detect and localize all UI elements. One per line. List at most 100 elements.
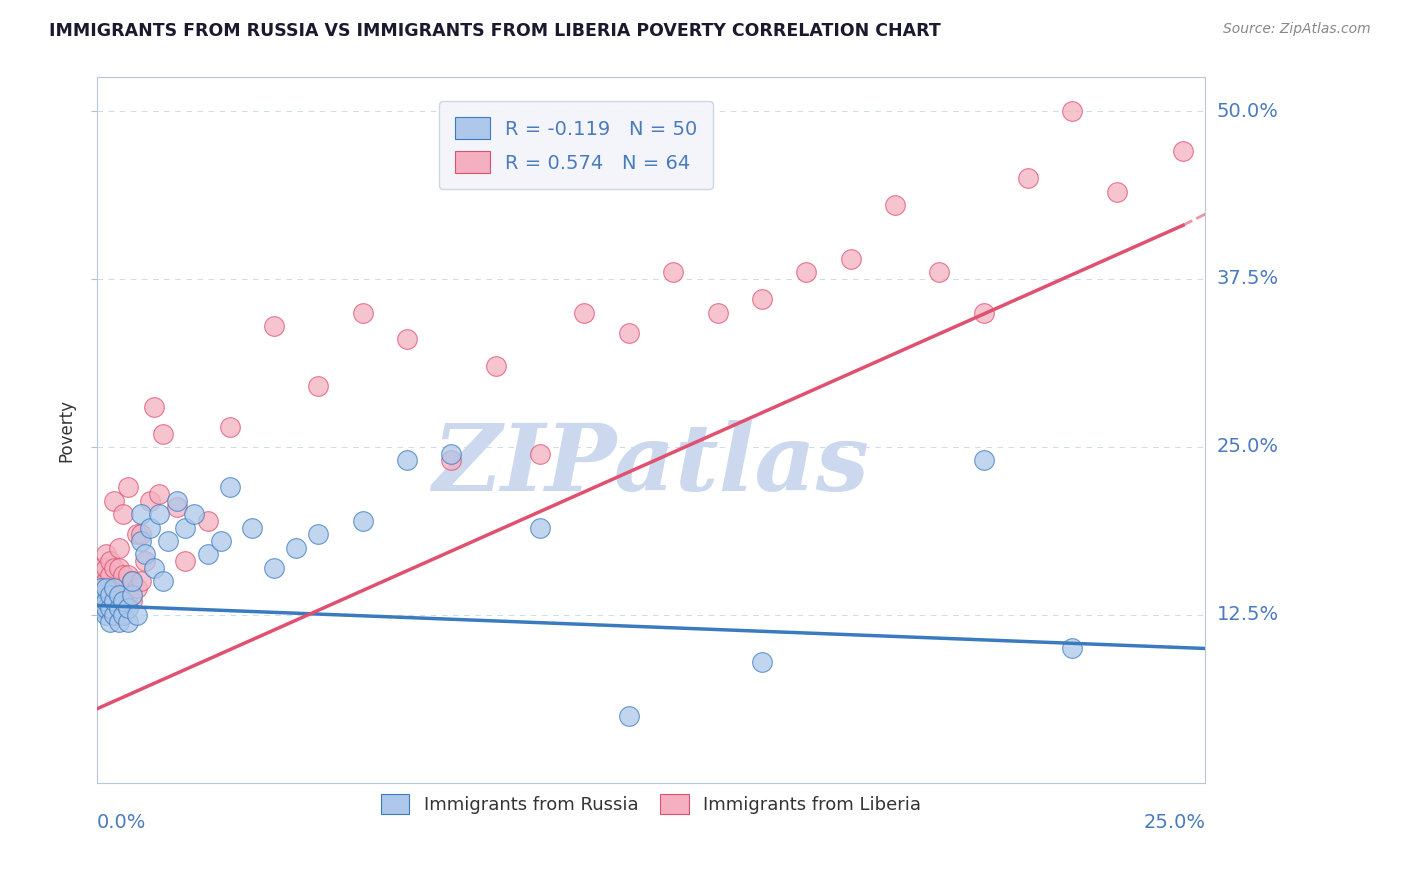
Text: 50.0%: 50.0% bbox=[1216, 102, 1278, 120]
Point bbox=[485, 359, 508, 374]
Point bbox=[117, 601, 139, 615]
Point bbox=[839, 252, 862, 266]
Point bbox=[139, 493, 162, 508]
Text: 12.5%: 12.5% bbox=[1216, 606, 1278, 624]
Point bbox=[197, 548, 219, 562]
Point bbox=[751, 655, 773, 669]
Point bbox=[103, 581, 125, 595]
Point bbox=[125, 527, 148, 541]
Point bbox=[166, 493, 188, 508]
Point bbox=[218, 419, 240, 434]
Point bbox=[218, 480, 240, 494]
Point bbox=[98, 601, 121, 615]
Point bbox=[973, 305, 995, 319]
Point bbox=[307, 527, 329, 541]
Y-axis label: Poverty: Poverty bbox=[58, 399, 75, 462]
Point bbox=[98, 554, 121, 568]
Point bbox=[183, 507, 205, 521]
Point bbox=[108, 615, 131, 629]
Point bbox=[143, 561, 166, 575]
Point bbox=[307, 379, 329, 393]
Point bbox=[112, 594, 135, 608]
Point bbox=[129, 527, 152, 541]
Point bbox=[263, 318, 285, 333]
Point bbox=[112, 594, 135, 608]
Point bbox=[139, 520, 162, 534]
Point bbox=[90, 588, 112, 602]
Point bbox=[117, 480, 139, 494]
Point bbox=[794, 265, 817, 279]
Point bbox=[94, 594, 117, 608]
Point bbox=[134, 554, 156, 568]
Point bbox=[90, 594, 112, 608]
Point bbox=[112, 507, 135, 521]
Point bbox=[240, 520, 263, 534]
Point bbox=[706, 305, 728, 319]
Point bbox=[1105, 185, 1128, 199]
Point bbox=[440, 447, 463, 461]
Point bbox=[121, 594, 143, 608]
Point bbox=[90, 581, 112, 595]
Point bbox=[440, 453, 463, 467]
Point bbox=[152, 574, 174, 589]
Point bbox=[148, 507, 170, 521]
Point bbox=[751, 292, 773, 306]
Point bbox=[94, 581, 117, 595]
Point bbox=[103, 594, 125, 608]
Point bbox=[103, 561, 125, 575]
Point bbox=[90, 588, 112, 602]
Point bbox=[352, 514, 374, 528]
Text: 25.0%: 25.0% bbox=[1143, 814, 1205, 832]
Point bbox=[662, 265, 685, 279]
Point bbox=[529, 447, 551, 461]
Point bbox=[174, 554, 197, 568]
Point bbox=[121, 588, 143, 602]
Point bbox=[1062, 641, 1084, 656]
Point bbox=[529, 520, 551, 534]
Point bbox=[209, 533, 232, 548]
Point bbox=[112, 607, 135, 622]
Point bbox=[98, 601, 121, 615]
Point bbox=[94, 601, 117, 615]
Point bbox=[152, 426, 174, 441]
Legend: Immigrants from Russia, Immigrants from Liberia: Immigrants from Russia, Immigrants from … bbox=[371, 785, 931, 823]
Point bbox=[103, 594, 125, 608]
Point bbox=[94, 607, 117, 622]
Point bbox=[117, 588, 139, 602]
Point bbox=[143, 400, 166, 414]
Point bbox=[1171, 145, 1194, 159]
Point bbox=[129, 507, 152, 521]
Point bbox=[103, 493, 125, 508]
Point bbox=[90, 601, 112, 615]
Point bbox=[94, 561, 117, 575]
Point bbox=[108, 601, 131, 615]
Point bbox=[125, 581, 148, 595]
Text: 0.0%: 0.0% bbox=[97, 814, 146, 832]
Text: Source: ZipAtlas.com: Source: ZipAtlas.com bbox=[1223, 22, 1371, 37]
Point bbox=[125, 607, 148, 622]
Point bbox=[98, 588, 121, 602]
Point bbox=[94, 548, 117, 562]
Point bbox=[94, 601, 117, 615]
Text: 25.0%: 25.0% bbox=[1216, 437, 1278, 457]
Point bbox=[156, 533, 179, 548]
Point bbox=[396, 333, 419, 347]
Point bbox=[90, 601, 112, 615]
Point bbox=[174, 520, 197, 534]
Point bbox=[108, 581, 131, 595]
Point bbox=[197, 514, 219, 528]
Text: 37.5%: 37.5% bbox=[1216, 269, 1278, 288]
Point bbox=[98, 588, 121, 602]
Point bbox=[1017, 171, 1039, 186]
Point bbox=[928, 265, 950, 279]
Point bbox=[108, 541, 131, 555]
Point bbox=[98, 615, 121, 629]
Point bbox=[103, 607, 125, 622]
Point bbox=[1062, 103, 1084, 118]
Text: ZIPatlas: ZIPatlas bbox=[433, 420, 869, 510]
Point bbox=[103, 607, 125, 622]
Point bbox=[263, 561, 285, 575]
Point bbox=[129, 533, 152, 548]
Point bbox=[94, 588, 117, 602]
Text: IMMIGRANTS FROM RUSSIA VS IMMIGRANTS FROM LIBERIA POVERTY CORRELATION CHART: IMMIGRANTS FROM RUSSIA VS IMMIGRANTS FRO… bbox=[49, 22, 941, 40]
